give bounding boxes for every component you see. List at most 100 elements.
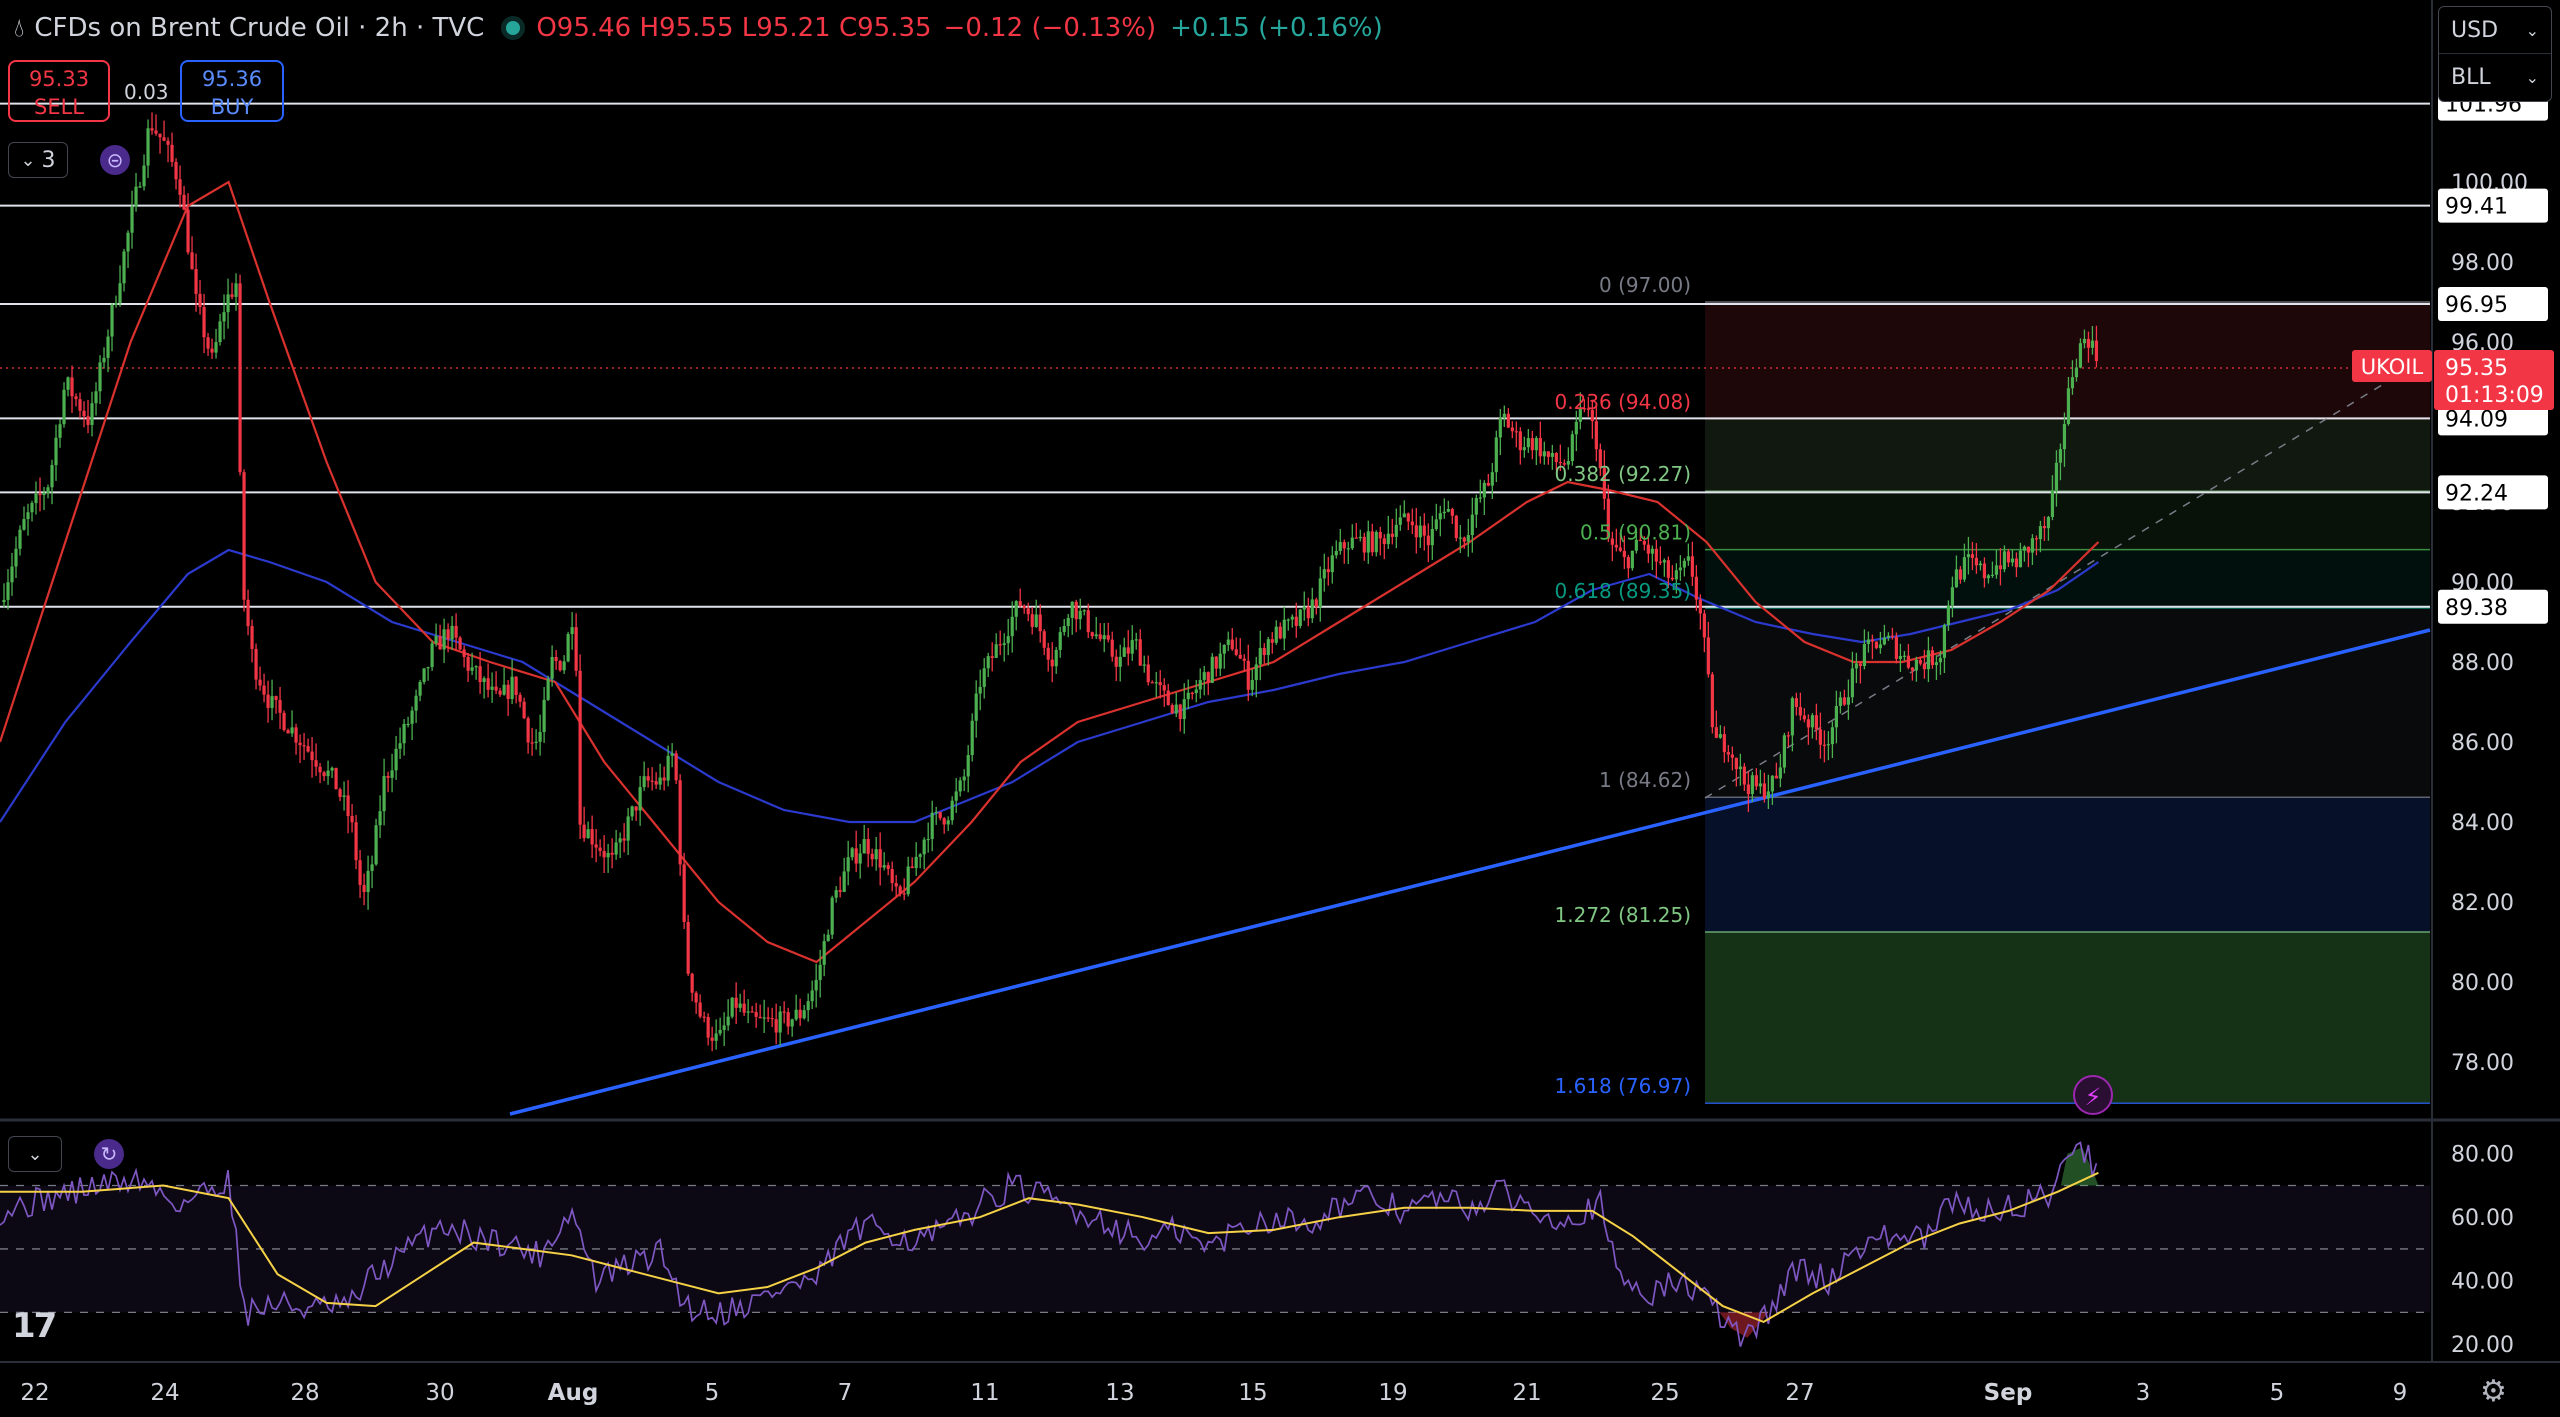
candle-body — [1698, 599, 1702, 614]
candle-body — [62, 389, 66, 425]
sell-price: 95.33 — [28, 67, 90, 91]
candle-body — [1558, 462, 1562, 464]
candle-body — [1258, 647, 1262, 665]
candle-body — [1802, 715, 1806, 720]
candle-body — [1282, 619, 1286, 639]
trendline — [509, 628, 2431, 1116]
candle-body — [882, 865, 886, 868]
candle-body — [738, 1003, 742, 1008]
candle-body — [1382, 538, 1386, 545]
currency-select[interactable]: USD ⌄ — [2439, 7, 2551, 53]
candle-body — [106, 336, 110, 358]
candle-body — [2086, 338, 2091, 348]
sync-icon[interactable]: ↻ — [94, 1139, 124, 1169]
candle-body — [298, 742, 302, 746]
candle-body — [922, 839, 926, 855]
candle-body — [1366, 531, 1370, 553]
candle-body — [646, 776, 650, 781]
candle-body — [1222, 644, 1226, 654]
candle-body — [1110, 639, 1114, 657]
candle-body — [1402, 513, 1406, 518]
replay-icon[interactable]: ⊝ — [100, 145, 130, 175]
indicators-toggle[interactable]: ⌄ 3 — [8, 142, 68, 178]
rsi-tick-label: 80.00 — [2451, 1143, 2514, 1168]
candle-body — [822, 941, 826, 965]
candle-body — [674, 753, 678, 781]
candle-body — [1882, 637, 1887, 645]
time-tick-label: 5 — [2270, 1380, 2285, 1406]
candle-body — [386, 775, 390, 778]
time-tick-label: 3 — [2136, 1380, 2151, 1406]
candle-body — [166, 140, 170, 145]
candle-body — [1170, 705, 1174, 714]
tradingview-logo[interactable]: 17 — [12, 1306, 57, 1346]
candle-body — [846, 857, 850, 872]
candle-body — [478, 666, 482, 683]
candle-body — [1098, 634, 1102, 640]
candle-body — [554, 657, 558, 662]
candle-body — [598, 847, 602, 852]
candle-body — [486, 678, 490, 690]
candle-body — [926, 838, 930, 841]
candle-body — [1418, 525, 1422, 538]
candle-body — [346, 795, 350, 816]
countdown-text: 01:13:09 — [2445, 383, 2544, 408]
spread-value: 0.03 — [124, 80, 169, 104]
level-price-tag — [2438, 287, 2548, 321]
candle-body — [1042, 631, 1046, 648]
candle-body — [1394, 524, 1398, 537]
candle-body — [706, 1016, 710, 1038]
candle-body — [446, 629, 450, 640]
candle-body — [1202, 672, 1206, 680]
candle-body — [214, 342, 218, 353]
candle-body — [930, 812, 934, 839]
candle-body — [1290, 616, 1294, 620]
candle-body — [1002, 643, 1006, 645]
candle-body — [318, 766, 322, 773]
candle-body — [1010, 616, 1014, 637]
candle-body — [1266, 639, 1270, 656]
drop-icon: 💧︎ — [14, 12, 25, 43]
time-tick-label: 21 — [1512, 1380, 1541, 1406]
candle-body — [1750, 775, 1754, 795]
candle-body — [254, 648, 258, 680]
candle-body — [1682, 560, 1686, 568]
candle-body — [1650, 548, 1654, 554]
candle-body — [1050, 659, 1054, 667]
candle-body — [314, 760, 318, 767]
candle-body — [1194, 689, 1198, 694]
candle-body — [86, 416, 90, 425]
candle-body — [1958, 569, 1963, 580]
rsi-pane-toggle[interactable]: ⌄ — [8, 1136, 62, 1172]
candle-body — [842, 871, 846, 892]
candle-body — [146, 128, 150, 166]
candle-body — [2042, 526, 2047, 529]
candle-body — [898, 886, 902, 894]
candle-body — [854, 848, 858, 864]
candle-body — [1562, 463, 1566, 465]
candle-body — [1006, 636, 1010, 644]
candle-body — [606, 852, 610, 858]
candle-body — [1318, 578, 1322, 607]
lightning-icon[interactable]: ⚡︎ — [2073, 1075, 2113, 1115]
candle-body — [1550, 452, 1554, 457]
sell-button[interactable]: 95.33 SELL — [8, 60, 110, 122]
candle-body — [594, 844, 598, 848]
candle-body — [270, 696, 274, 708]
candle-body — [1766, 791, 1770, 799]
fib-zone — [1705, 418, 2430, 492]
candle-body — [1538, 438, 1542, 457]
time-tick-label: 25 — [1650, 1380, 1679, 1406]
buy-button[interactable]: 95.36 BUY — [180, 60, 284, 122]
candle-body — [110, 304, 114, 337]
candle-body — [562, 661, 566, 671]
unit-select[interactable]: BLL ⌄ — [2439, 53, 2551, 100]
candle-body — [730, 997, 734, 1017]
ohlc-values: O95.46 H95.55 L95.21 C95.35 — [536, 13, 931, 43]
rsi-overbought-fill — [2060, 1147, 2099, 1186]
gear-icon[interactable]: ⚙ — [2480, 1374, 2507, 1409]
symbol-title[interactable]: CFDs on Brent Crude Oil · 2h · TVC — [34, 13, 485, 43]
candle-body — [50, 465, 54, 488]
candle-body — [734, 997, 738, 1008]
